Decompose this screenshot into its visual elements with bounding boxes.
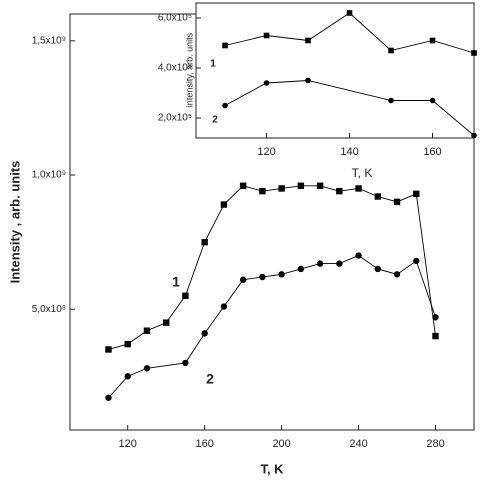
marker [201,238,208,246]
marker [263,80,270,86]
marker [388,47,394,54]
marker [278,271,285,278]
y-axis-label: Intensity , arb. units [7,161,22,284]
y-tick-label: 2,0x10⁵ [158,113,192,124]
series-line [224,80,475,136]
x-tick-label: 140 [340,146,358,158]
y-axis-label: intensity, arb. units [184,32,194,107]
marker [432,314,439,321]
marker [222,42,228,49]
x-tick-label: 280 [426,438,444,450]
marker [429,37,436,44]
y-tick-label: 5,0x10⁸ [32,304,66,315]
marker [374,265,382,273]
marker [393,271,401,278]
marker [413,257,420,265]
y-tick-label: 4,0x10⁵ [158,63,192,74]
x-tick-label: 120 [119,438,137,450]
marker [278,185,285,192]
marker [355,252,362,259]
marker [105,394,112,401]
x-tick-label: 200 [272,438,290,450]
marker [162,319,170,326]
x-axis-label: T, K [260,461,284,476]
y-tick-label: 6,0x10⁵ [158,13,192,24]
marker [182,292,189,300]
marker [220,201,228,208]
marker [393,198,401,206]
marker [239,182,247,189]
series-line [108,185,436,350]
marker [305,37,311,44]
marker [432,332,439,340]
marker [297,182,305,189]
marker [471,132,477,139]
marker [259,273,266,281]
marker [388,97,394,104]
marker [346,10,353,16]
marker [316,260,324,267]
x-tick-label: 160 [423,146,441,158]
x-tick-label: 120 [257,146,275,158]
marker [263,32,270,39]
marker [182,359,189,367]
marker [297,265,305,273]
x-axis-label: T, K [352,166,373,180]
marker [220,303,228,310]
marker [336,260,343,267]
marker [316,182,324,189]
y-tick-label: 1,0x10⁹ [32,170,66,181]
plot-frame [195,2,475,139]
marker [305,77,311,84]
marker [239,276,247,283]
marker [413,190,420,198]
y-tick-label: 1,5x10⁹ [32,35,66,46]
x-tick-label: 240 [349,438,367,450]
marker [355,185,362,192]
marker [222,102,228,109]
marker [124,373,131,380]
marker [124,340,131,348]
marker [374,193,382,200]
annotation: 2 [212,115,218,126]
marker [471,50,477,56]
marker [429,97,436,104]
annotation: 2 [206,371,214,387]
marker [201,330,208,337]
annotation: 1 [172,274,180,290]
x-tick-label: 160 [195,438,213,450]
marker [143,365,151,372]
marker [259,187,266,195]
marker [336,187,343,195]
marker [105,346,112,353]
annotation: 1 [210,59,216,70]
marker [143,327,151,334]
